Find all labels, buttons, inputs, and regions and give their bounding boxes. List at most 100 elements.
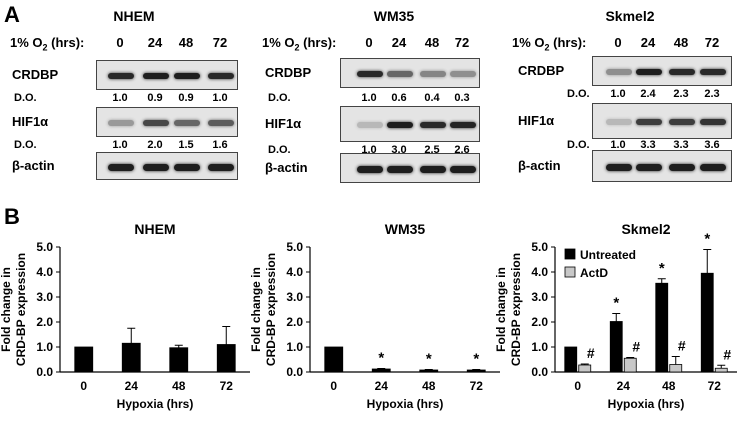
significance-star: * bbox=[426, 351, 432, 368]
x-tick-label: 24 bbox=[375, 379, 389, 393]
significance-hash: # bbox=[723, 346, 731, 362]
do-value-crdbp-0-3: 1.0 bbox=[212, 92, 228, 104]
time-label-0-3: 72 bbox=[212, 35, 228, 50]
time-label-0-0: 0 bbox=[116, 35, 124, 50]
time-label-1-3: 72 bbox=[454, 35, 470, 50]
y-axis-label: Fold change in bbox=[249, 267, 263, 352]
band bbox=[450, 71, 476, 77]
x-axis-label: Hypoxia (hrs) bbox=[608, 397, 685, 411]
y-axis-label: CRD-BP expression bbox=[14, 253, 28, 366]
panel-a-letter: A bbox=[4, 2, 20, 27]
y-tick-label: 2.0 bbox=[36, 315, 53, 329]
x-tick-label: 24 bbox=[125, 379, 139, 393]
y-tick-label: 5.0 bbox=[531, 240, 548, 254]
do-value-crdbp-1-2: 0.4 bbox=[424, 92, 440, 104]
band bbox=[143, 163, 169, 171]
time-label-2-3: 72 bbox=[704, 35, 720, 50]
time-label-2-1: 24 bbox=[640, 35, 656, 50]
do-value-crdbp-0-2: 0.9 bbox=[178, 92, 194, 104]
band bbox=[450, 165, 476, 173]
band bbox=[357, 122, 383, 128]
y-tick-label: 3.0 bbox=[286, 290, 303, 304]
y-tick-label: 1.0 bbox=[36, 340, 53, 354]
significance-star: * bbox=[613, 295, 619, 312]
band bbox=[606, 69, 632, 75]
do-value-hif-2-3: 3.6 bbox=[704, 139, 720, 151]
blot-hif-1 bbox=[340, 106, 480, 142]
significance-hash: # bbox=[678, 338, 686, 354]
significance-star: * bbox=[378, 350, 384, 367]
x-tick-label: 24 bbox=[617, 379, 631, 393]
significance-hash: # bbox=[632, 339, 640, 355]
x-tick-label: 0 bbox=[330, 379, 337, 393]
x-tick-label: 0 bbox=[574, 379, 581, 393]
band bbox=[636, 119, 662, 125]
band bbox=[357, 165, 383, 173]
band bbox=[174, 163, 200, 171]
band bbox=[108, 120, 134, 126]
protein-label-actin-2: β-actin bbox=[518, 158, 561, 173]
do-label-crdbp-2: D.O. bbox=[567, 88, 590, 100]
bar bbox=[578, 364, 592, 373]
legend-swatch bbox=[564, 248, 576, 260]
bar bbox=[169, 347, 189, 373]
blot-actin-0 bbox=[96, 152, 238, 180]
do-value-crdbp-0-0: 1.0 bbox=[112, 92, 128, 104]
blot-actin-1 bbox=[340, 153, 480, 183]
protein-label-crdbp-1: CRDBP bbox=[265, 65, 312, 80]
band bbox=[606, 119, 632, 125]
band bbox=[387, 71, 413, 77]
band bbox=[387, 122, 413, 128]
do-value-hif-2-0: 1.0 bbox=[610, 139, 626, 151]
band bbox=[636, 69, 662, 75]
bar bbox=[714, 367, 728, 373]
band bbox=[450, 122, 476, 128]
chart-title: NHEM bbox=[134, 221, 175, 237]
significance-star: * bbox=[473, 351, 479, 368]
bar bbox=[419, 369, 439, 373]
protein-label-actin-0: β-actin bbox=[12, 158, 55, 173]
band bbox=[143, 120, 169, 126]
y-tick-label: 0.0 bbox=[36, 365, 53, 379]
y-tick-label: 1.0 bbox=[531, 340, 548, 354]
x-tick-label: 0 bbox=[80, 379, 87, 393]
bar bbox=[371, 368, 391, 373]
legend-label: ActD bbox=[580, 266, 608, 280]
bar bbox=[216, 344, 236, 373]
panel-b-letter: B bbox=[4, 204, 20, 229]
y-axis-label: CRD-BP expression bbox=[509, 253, 523, 366]
band bbox=[700, 163, 726, 171]
band bbox=[669, 69, 695, 75]
bar-chart-nhem: NHEM 0.0 1.0 2.0 3.0 4.0 5.0 Fold change in CRD-… bbox=[0, 221, 250, 411]
time-header-1: 1% O2 (hrs): bbox=[262, 35, 337, 53]
blot-actin-2 bbox=[592, 150, 732, 182]
y-axis-label: Fold change in bbox=[0, 267, 13, 352]
x-tick-label: 72 bbox=[708, 379, 722, 393]
blot-title-2: Skmel2 bbox=[605, 8, 655, 24]
y-tick-label: 4.0 bbox=[531, 265, 548, 279]
band bbox=[174, 120, 200, 126]
do-value-hif-2-1: 3.3 bbox=[640, 139, 656, 151]
y-axis-label: CRD-BP expression bbox=[264, 253, 278, 366]
significance-star: * bbox=[704, 231, 710, 248]
band bbox=[669, 119, 695, 125]
time-label-2-0: 0 bbox=[614, 35, 622, 50]
blot-title-0: NHEM bbox=[113, 8, 155, 24]
y-tick-label: 2.0 bbox=[286, 315, 303, 329]
x-tick-label: 48 bbox=[662, 379, 676, 393]
time-label-1-2: 48 bbox=[424, 35, 440, 50]
do-label-hif-0: D.O. bbox=[14, 139, 37, 151]
time-label-1-1: 24 bbox=[391, 35, 407, 50]
protein-label-hif-0: HIF1α bbox=[12, 114, 49, 129]
y-tick-label: 3.0 bbox=[36, 290, 53, 304]
do-value-crdbp-2-3: 2.3 bbox=[704, 88, 720, 100]
band bbox=[420, 122, 446, 128]
do-value-crdbp-1-3: 0.3 bbox=[454, 92, 470, 104]
y-tick-label: 4.0 bbox=[36, 265, 53, 279]
band bbox=[357, 71, 383, 77]
time-label-0-1: 24 bbox=[147, 35, 163, 50]
do-value-crdbp-2-1: 2.4 bbox=[640, 88, 656, 100]
protein-label-hif-2: HIF1α bbox=[518, 113, 555, 128]
x-axis-label: Hypoxia (hrs) bbox=[117, 397, 194, 411]
bar bbox=[121, 342, 141, 373]
